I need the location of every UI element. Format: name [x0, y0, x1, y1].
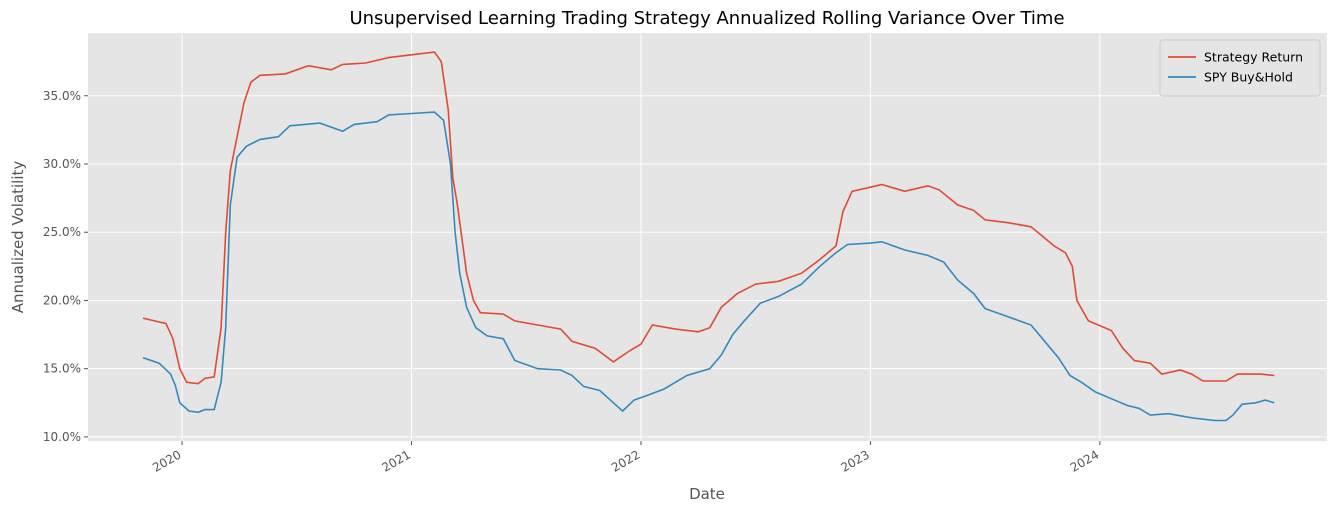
y-tick-label: 20.0% — [43, 293, 81, 307]
y-tick-label: 10.0% — [43, 430, 81, 444]
y-axis-label: Annualized Volatility — [9, 161, 27, 314]
legend-label: Strategy Return — [1204, 50, 1303, 65]
x-tick-label: 2024 — [1068, 447, 1101, 474]
series-line — [142, 51, 1275, 385]
lines — [142, 51, 1275, 422]
legend: Strategy Return SPY Buy&Hold — [1159, 39, 1321, 97]
x-tick-label: 2023 — [838, 447, 871, 474]
y-tick-label: 25.0% — [43, 225, 81, 239]
y-tick-label: 35.0% — [43, 89, 81, 103]
x-tick-label: 2020 — [150, 447, 183, 474]
x-tick-label: 2021 — [380, 447, 413, 474]
y-tick-label: 15.0% — [43, 362, 81, 376]
plot-area — [88, 33, 1327, 441]
series-line — [142, 111, 1275, 422]
x-tick-label: 2022 — [609, 447, 642, 474]
x-axis-label: Date — [689, 485, 725, 503]
legend-label: SPY Buy&Hold — [1204, 70, 1293, 85]
chart-title: Unsupervised Learning Trading Strategy A… — [349, 8, 1064, 29]
y-tick-label: 30.0% — [43, 157, 81, 171]
legend-box — [1159, 39, 1321, 97]
